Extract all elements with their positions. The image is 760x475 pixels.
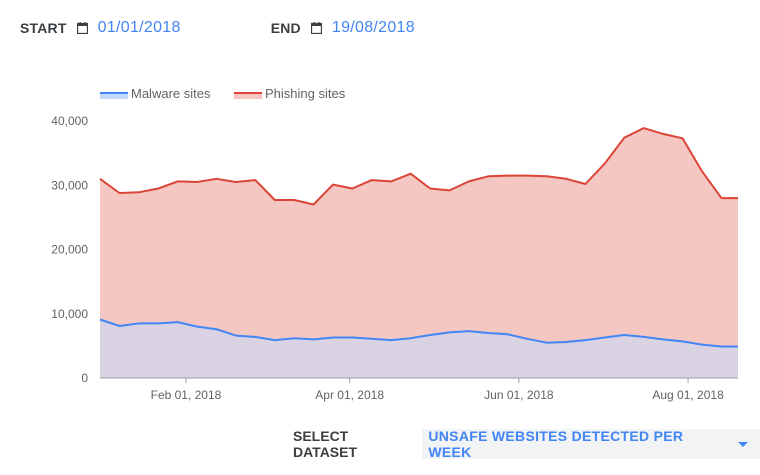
dataset-dropdown[interactable]: UNSAFE WEBSITES DETECTED PER WEEK	[422, 428, 760, 460]
y-tick-label: 30,000	[51, 178, 88, 192]
y-tick-label: 0	[81, 371, 88, 385]
start-date-picker[interactable]: 01/01/2018	[76, 19, 181, 37]
malware-sites-line	[99, 318, 738, 348]
calendar-icon	[310, 22, 322, 34]
dataset-selector-bar: SELECT DATASET UNSAFE WEBSITES DETECTED …	[293, 428, 760, 460]
y-tick-label: 10,000	[51, 307, 88, 321]
x-tick-label: Feb 01, 2018	[151, 388, 222, 402]
caret-down-icon[interactable]	[738, 441, 748, 447]
legend-label: Malware sites	[131, 86, 211, 101]
dataset-label: SELECT DATASET	[293, 428, 358, 460]
x-tick-label: Jun 01, 2018	[484, 388, 554, 402]
calendar-icon	[76, 22, 88, 34]
y-tick-label: 40,000	[51, 114, 88, 128]
start-date-group: START 01/01/2018	[20, 19, 181, 37]
dataset-value[interactable]: UNSAFE WEBSITES DETECTED PER WEEK	[428, 428, 684, 460]
end-date-value[interactable]: 19/08/2018	[331, 19, 415, 36]
legend-label: Phishing sites	[265, 86, 346, 101]
x-axis: Feb 01, 2018 Apr 01, 2018 Jun 01, 2018 Aug …	[100, 377, 738, 402]
x-tick-label: Aug 01, 2018	[652, 388, 724, 402]
phishing-sites-line	[99, 127, 738, 206]
legend-swatch	[100, 93, 128, 99]
start-label: START	[20, 20, 67, 36]
y-tick-label: 20,000	[51, 243, 88, 257]
end-label: END	[270, 20, 301, 36]
plot-area	[99, 127, 738, 378]
chart-legend: Malware sites Phishing sites	[100, 86, 346, 101]
end-date-group: END 19/08/2018	[271, 19, 415, 37]
x-tick-label: Apr 01, 2018	[315, 388, 384, 402]
area-chart: Malware sites Phishing sites 0 10,000 20,00…	[51, 86, 738, 402]
end-date-picker[interactable]: 19/08/2018	[310, 19, 415, 37]
y-axis: 0 10,000 20,000 30,000 40,000	[51, 114, 88, 385]
date-range-bar: START 01/01/2018 END 19/08/2018	[20, 17, 505, 39]
start-date-value[interactable]: 01/01/2018	[97, 19, 181, 36]
legend-item-phishing-sites[interactable]: Phishing sites	[234, 86, 346, 101]
legend-item-malware-sites[interactable]: Malware sites	[100, 86, 211, 101]
legend-swatch	[234, 93, 262, 99]
phishing-sites-area	[100, 128, 738, 378]
malware-sites-area	[100, 319, 738, 378]
